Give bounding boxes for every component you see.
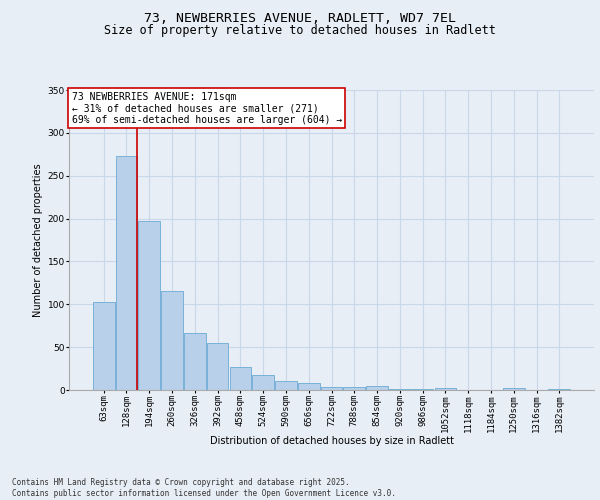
Bar — [184, 334, 206, 390]
Text: 73, NEWBERRIES AVENUE, RADLETT, WD7 7EL: 73, NEWBERRIES AVENUE, RADLETT, WD7 7EL — [144, 12, 456, 26]
Text: Contains HM Land Registry data © Crown copyright and database right 2025.
Contai: Contains HM Land Registry data © Crown c… — [12, 478, 396, 498]
Bar — [320, 386, 343, 390]
Y-axis label: Number of detached properties: Number of detached properties — [34, 163, 43, 317]
Bar — [253, 374, 274, 390]
Bar — [434, 388, 456, 390]
Bar — [161, 292, 183, 390]
Bar — [548, 389, 570, 390]
Bar — [343, 388, 365, 390]
Bar — [298, 383, 320, 390]
Bar — [116, 156, 137, 390]
Bar — [139, 221, 160, 390]
Bar — [389, 389, 410, 390]
Bar — [366, 386, 388, 390]
Text: Size of property relative to detached houses in Radlett: Size of property relative to detached ho… — [104, 24, 496, 37]
Bar — [230, 367, 251, 390]
Bar — [207, 343, 229, 390]
Text: 73 NEWBERRIES AVENUE: 171sqm
← 31% of detached houses are smaller (271)
69% of s: 73 NEWBERRIES AVENUE: 171sqm ← 31% of de… — [71, 92, 342, 124]
X-axis label: Distribution of detached houses by size in Radlett: Distribution of detached houses by size … — [209, 436, 454, 446]
Bar — [503, 388, 524, 390]
Bar — [275, 380, 297, 390]
Bar — [93, 302, 115, 390]
Bar — [412, 389, 433, 390]
